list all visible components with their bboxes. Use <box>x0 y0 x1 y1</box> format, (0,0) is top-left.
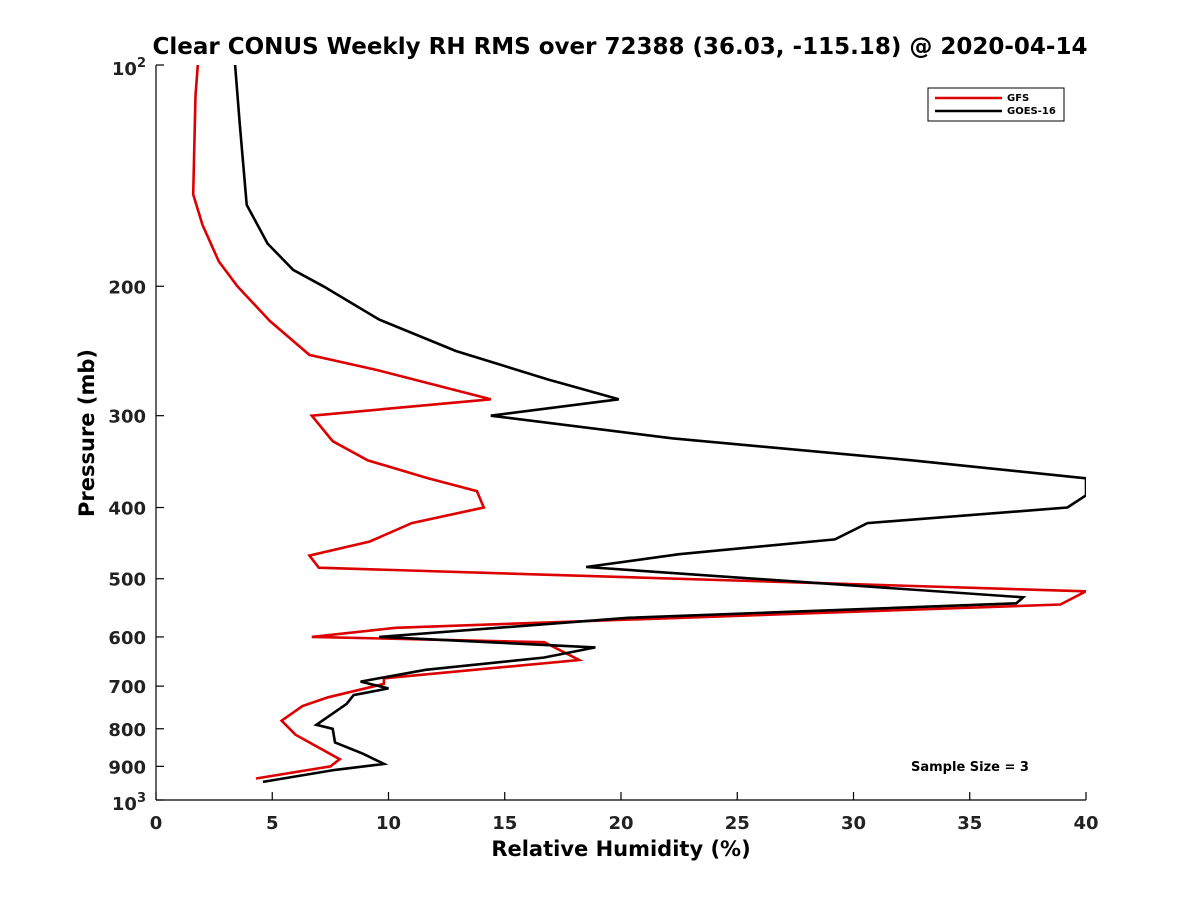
legend-label-goes16: GOES-16 <box>1007 106 1056 117</box>
y-tick-label-700: 700 <box>108 677 146 698</box>
x-tick-label-6: 30 <box>841 813 866 834</box>
legend-label-gfs: GFS <box>1007 93 1029 104</box>
x-axis-label: Relative Humidity (%) <box>491 837 750 861</box>
y-tick-label-500: 500 <box>108 570 146 591</box>
x-tick-label-4: 20 <box>608 813 633 834</box>
y-axis-label: Pressure (mb) <box>75 349 99 517</box>
y-tick-label-400: 400 <box>108 499 146 520</box>
sample-size-annotation: Sample Size = 3 <box>911 760 1029 775</box>
y-tick-label-600: 600 <box>108 628 146 649</box>
x-tick-label-3: 15 <box>492 813 517 834</box>
y-axis-ticks: 200 300 400 500 600 700 800 900 <box>108 64 164 801</box>
x-tick-label-1: 5 <box>266 813 279 834</box>
legend-box <box>927 87 1065 122</box>
y-tick-label-100: 102 <box>112 56 146 80</box>
y-tick-label-900: 900 <box>108 757 146 778</box>
legend: GFS GOES-16 <box>927 87 1065 122</box>
x-axis-ticks: 0 5 10 15 20 25 30 35 40 <box>150 792 1099 834</box>
y-tick-label-300: 300 <box>108 407 146 428</box>
y-tick-label-1000: 103 <box>112 791 146 815</box>
x-tick-label-7: 35 <box>957 813 982 834</box>
series-line-goes16 <box>233 65 1086 784</box>
y-tick-label-800: 800 <box>108 720 146 741</box>
chart-title: Clear CONUS Weekly RH RMS over 72388 (36… <box>153 34 1088 60</box>
y-tick-label-200: 200 <box>108 277 146 298</box>
x-tick-label-2: 10 <box>376 813 401 834</box>
plot-lines <box>191 65 1086 784</box>
series-line-gfs <box>191 65 1086 780</box>
x-tick-label-0: 0 <box>150 813 163 834</box>
x-tick-label-5: 25 <box>725 813 750 834</box>
x-tick-label-8: 40 <box>1073 813 1098 834</box>
